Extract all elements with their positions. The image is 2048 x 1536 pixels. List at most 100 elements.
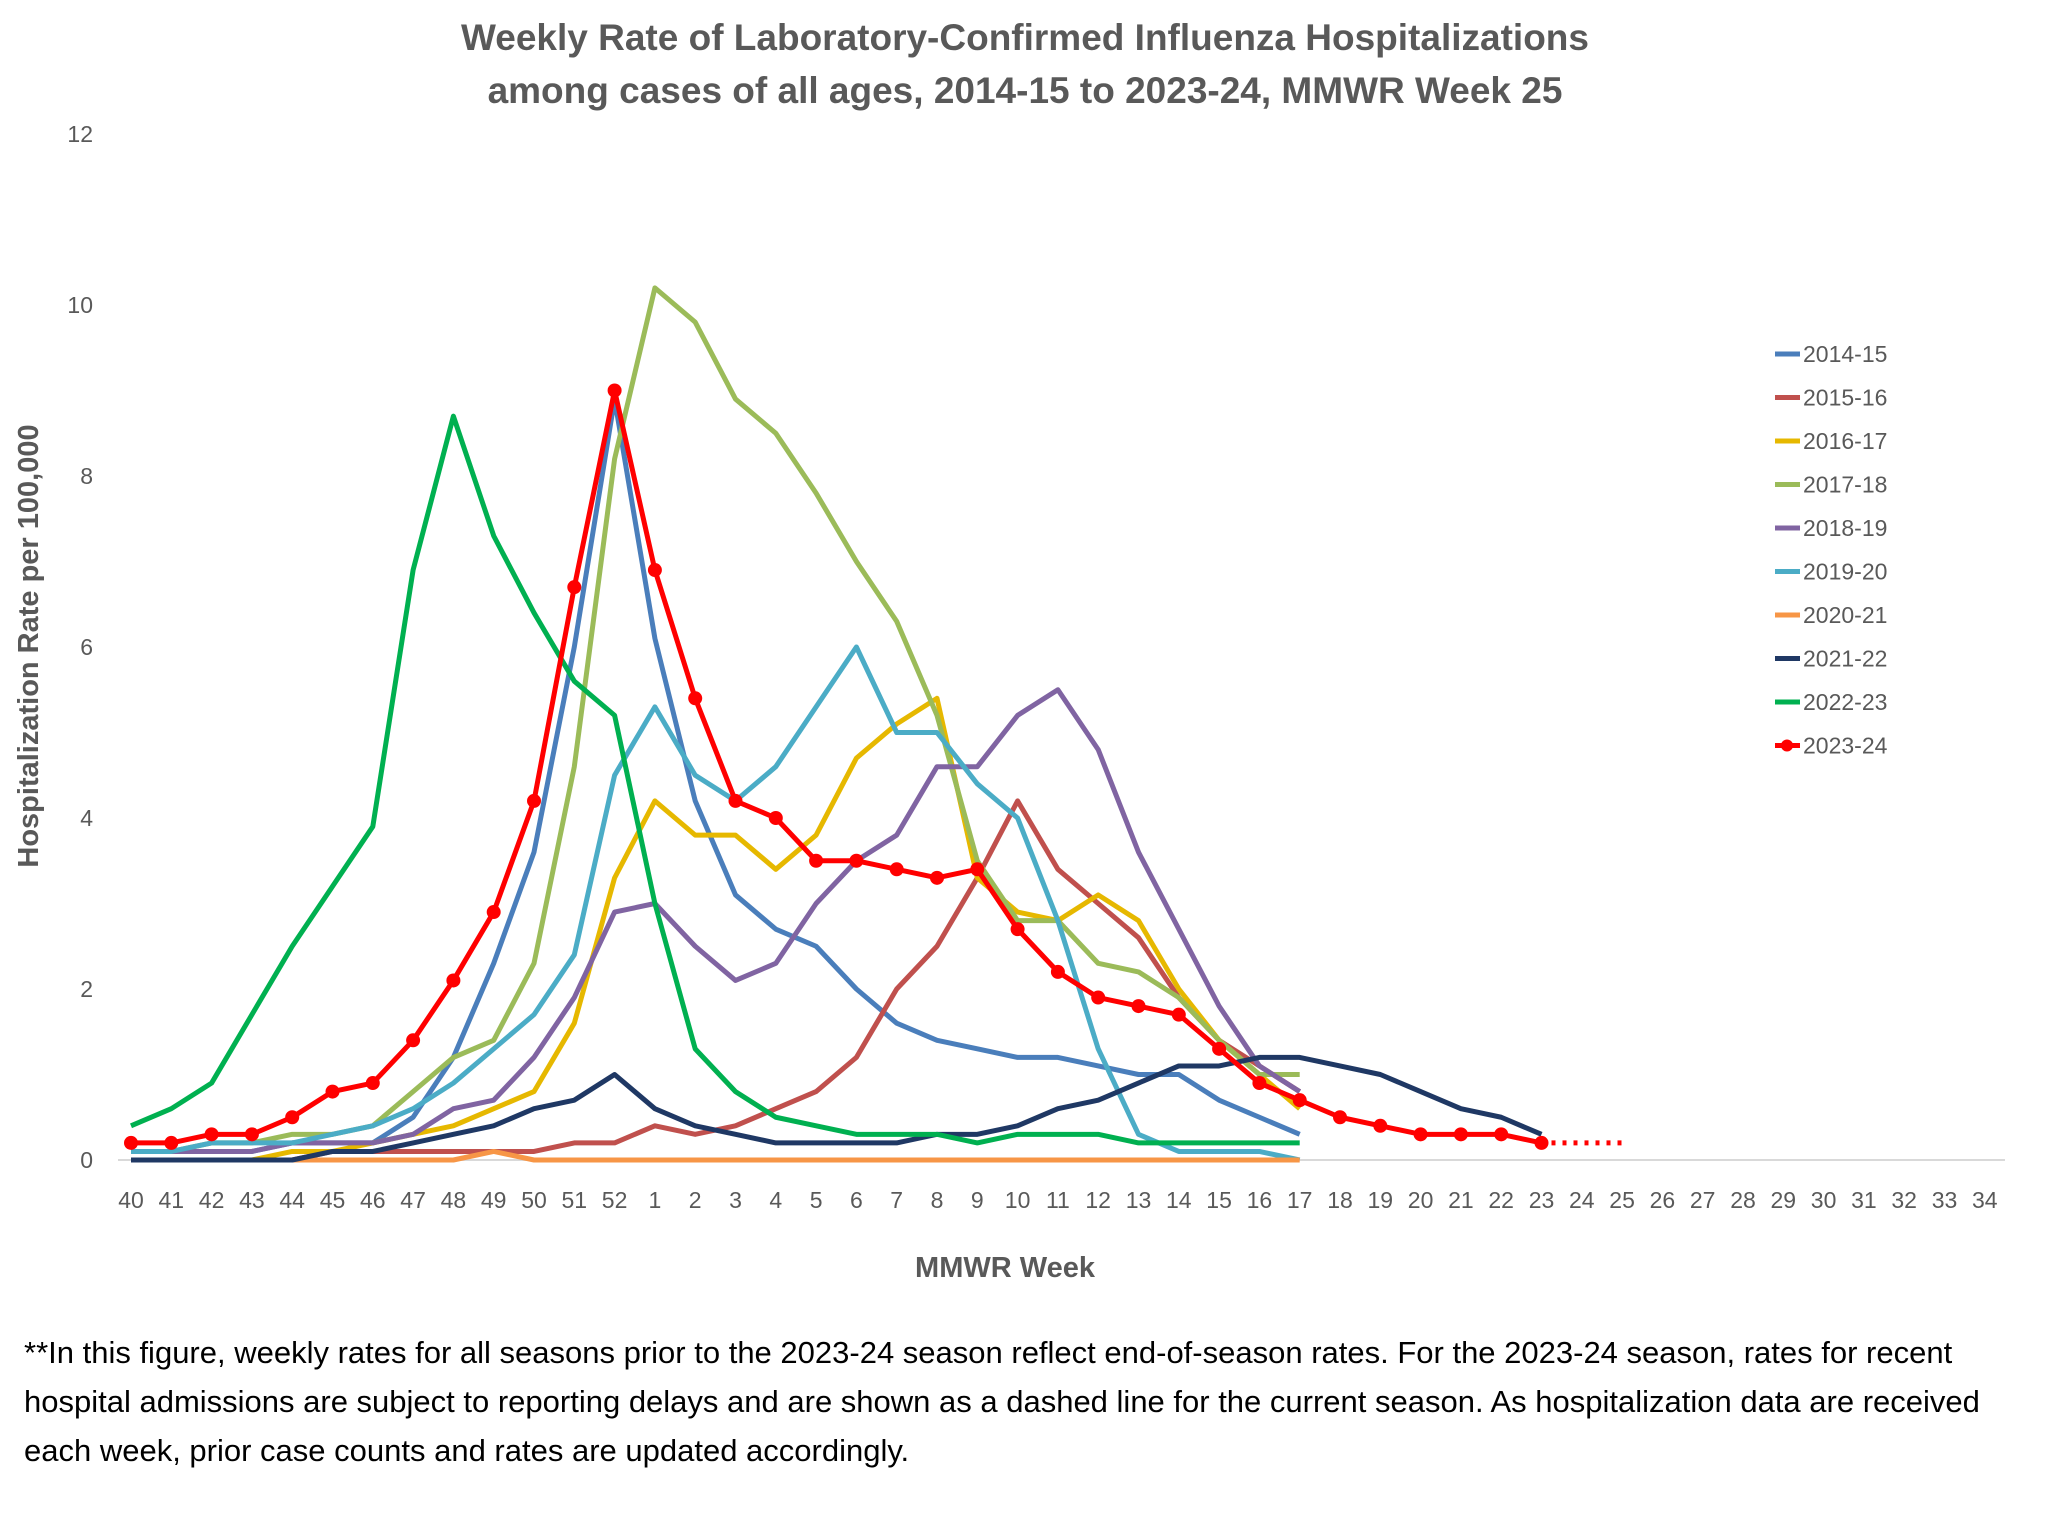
x-tick-label: 30: [1811, 1187, 1837, 1213]
x-tick-label: 45: [320, 1187, 346, 1213]
x-tick-label: 11: [1046, 1187, 1070, 1213]
x-tick-label: 25: [1609, 1187, 1635, 1213]
legend-label: 2019-20: [1803, 559, 1887, 585]
x-tick-label: 20: [1408, 1187, 1434, 1213]
x-tick-label: 17: [1287, 1187, 1313, 1213]
x-tick-label: 33: [1932, 1187, 1958, 1213]
x-tick-label: 23: [1529, 1187, 1555, 1213]
x-tick-label: 42: [199, 1187, 225, 1213]
legend-label: 2014-15: [1803, 341, 1887, 367]
x-tick-label: 19: [1368, 1187, 1394, 1213]
data-point-2023-24: [527, 793, 541, 808]
data-point-2023-24: [728, 793, 743, 808]
data-point-2023-24: [486, 905, 501, 920]
x-tick-label: 24: [1569, 1187, 1595, 1213]
x-tick-label: 10: [1005, 1187, 1031, 1213]
data-point-2023-24: [1413, 1127, 1428, 1142]
data-point-2023-24: [285, 1110, 300, 1125]
x-tick-label: 51: [562, 1187, 588, 1213]
legend-item-2014-15: 2014-15: [1775, 341, 1887, 367]
x-tick-label: 32: [1891, 1187, 1917, 1213]
x-tick-label: 16: [1247, 1187, 1273, 1213]
y-tick-label: 2: [80, 976, 93, 1002]
legend-item-2016-17: 2016-17: [1775, 428, 1887, 454]
x-tick-label: 34: [1972, 1187, 1998, 1213]
x-tick-label: 14: [1166, 1187, 1192, 1213]
x-tick-label: 9: [971, 1187, 984, 1213]
legend-label: 2023-24: [1803, 733, 1888, 759]
data-point-2023-24: [1171, 1007, 1186, 1022]
x-tick-label: 28: [1730, 1187, 1756, 1213]
series-line-2019-20: [131, 644, 1301, 1163]
x-tick-label: 52: [602, 1187, 628, 1213]
x-tick-label: 6: [850, 1187, 863, 1213]
x-tick-label: 15: [1206, 1187, 1232, 1213]
x-tick-label: 26: [1650, 1187, 1676, 1213]
series-line-2018-19: [131, 687, 1302, 1154]
data-point-2023-24: [1252, 1076, 1267, 1091]
series-line-2023-24: [131, 388, 1543, 1146]
x-tick-label: 43: [239, 1187, 265, 1213]
x-tick-label: 3: [729, 1187, 742, 1213]
y-tick-label: 0: [80, 1147, 93, 1173]
chart-title-line-2: among cases of all ages, 2014-15 to 2023…: [488, 70, 1563, 111]
x-tick-label: 46: [360, 1187, 386, 1213]
hospitalization-line-chart: Weekly Rate of Laboratory-Confirmed Infl…: [13, 17, 2005, 1284]
data-point-2023-24: [1050, 964, 1065, 979]
data-point-2023-24: [930, 870, 944, 885]
data-point-2023-24: [607, 383, 622, 398]
x-tick-label: 27: [1690, 1187, 1716, 1213]
x-tick-label: 47: [400, 1187, 426, 1213]
x-tick-label: 48: [441, 1187, 467, 1213]
legend-item-2022-23: 2022-23: [1775, 689, 1887, 715]
legend-label: 2016-17: [1803, 428, 1887, 454]
x-tick-label: 12: [1085, 1187, 1111, 1213]
data-point-2023-24: [365, 1076, 380, 1091]
series-line-2022-23: [130, 413, 1300, 1146]
x-tick-label: 18: [1327, 1187, 1353, 1213]
legend-item-2021-22: 2021-22: [1775, 646, 1887, 672]
legend-label: 2022-23: [1803, 689, 1887, 715]
data-point-2023-24: [124, 1135, 138, 1150]
series-line-2021-22: [131, 1054, 1543, 1163]
x-tick-label: 13: [1126, 1187, 1152, 1213]
y-axis-title: Hospitalization Rate per 100,000: [13, 424, 45, 867]
data-point-2023-24: [970, 862, 985, 877]
x-tick-label: 21: [1448, 1187, 1474, 1213]
legend-item-2018-19: 2018-19: [1775, 515, 1887, 541]
y-tick-label: 6: [80, 634, 93, 660]
x-tick-label: 41: [159, 1187, 185, 1213]
series-line-2017-18: [131, 285, 1300, 1154]
footnote: **In this figure, weekly rates for all s…: [24, 1335, 1980, 1468]
legend-label: 2017-18: [1803, 472, 1887, 498]
x-tick-label: 31: [1851, 1187, 1877, 1213]
data-point-2023-24: [647, 563, 662, 578]
x-tick-label: 8: [931, 1187, 944, 1213]
x-tick-label: 44: [279, 1187, 305, 1213]
data-point-2023-24: [244, 1127, 259, 1142]
y-tick-label: 8: [80, 463, 93, 489]
legend-marker: [1781, 739, 1793, 752]
data-point-2023-24: [1292, 1093, 1307, 1108]
x-tick-label: 50: [521, 1187, 547, 1213]
data-point-2023-24: [204, 1127, 219, 1142]
data-point-2023-24: [1453, 1127, 1468, 1142]
data-point-2023-24: [406, 1033, 421, 1048]
data-point-2023-24: [1373, 1118, 1388, 1133]
x-tick-label: 7: [890, 1187, 903, 1213]
x-tick-label: 22: [1488, 1187, 1514, 1213]
data-point-2023-24: [1494, 1127, 1509, 1142]
x-tick-label: 2: [689, 1187, 702, 1213]
data-point-2023-24: [688, 691, 703, 706]
data-point-2023-24: [1534, 1135, 1549, 1150]
legend-label: 2021-22: [1803, 646, 1887, 672]
data-point-2023-24: [446, 973, 461, 988]
x-tick-label: 1: [649, 1187, 662, 1213]
data-point-2023-24: [809, 853, 824, 868]
series-line-2014-15: [131, 396, 1301, 1154]
x-tick-label: 40: [118, 1187, 144, 1213]
data-point-2023-24: [1010, 922, 1025, 937]
x-axis-title: MMWR Week: [915, 1252, 1096, 1284]
legend-label: 2018-19: [1803, 515, 1887, 541]
legend-label: 2020-21: [1803, 602, 1887, 628]
